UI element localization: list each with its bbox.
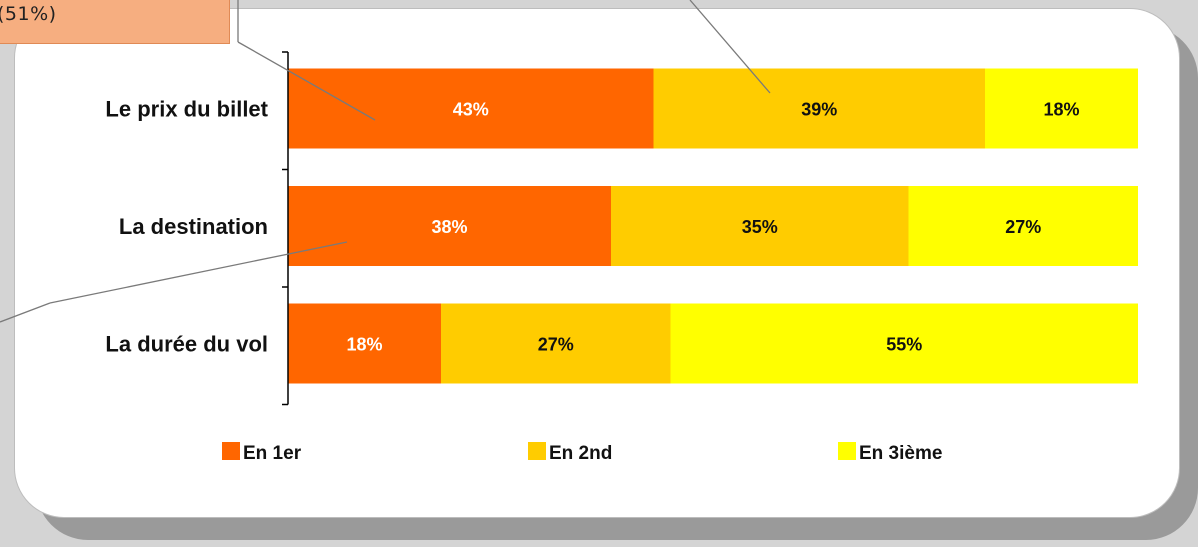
legend-swatch	[222, 442, 240, 460]
data-label: 38%	[431, 217, 467, 237]
category-label: Le prix du billet	[105, 97, 268, 122]
legend-label: En 2nd	[549, 443, 612, 464]
bar-segment	[653, 68, 985, 149]
legend-swatch	[528, 442, 546, 460]
callout-leader-line	[0, 302, 51, 323]
callout-leader-line	[49, 241, 348, 304]
data-label: 35%	[742, 217, 778, 237]
callout-leader-line	[689, 0, 771, 94]
category-label: La destination	[119, 214, 268, 239]
bar-segment	[288, 68, 654, 149]
legend-swatch	[838, 442, 856, 460]
data-label: 27%	[538, 335, 574, 355]
data-label: 43%	[453, 100, 489, 120]
bar-segment	[288, 303, 441, 384]
data-label: 39%	[801, 100, 837, 120]
bar-segment	[670, 303, 1138, 384]
data-label: 18%	[1043, 100, 1079, 120]
data-label: 27%	[1005, 217, 1041, 237]
callout-leader-line	[237, 41, 376, 121]
category-label: La durée du vol	[105, 332, 268, 357]
legend-label: En 1er	[243, 443, 302, 464]
data-label: 55%	[886, 335, 922, 355]
bar-segment	[441, 303, 671, 384]
legend-label: En 3ième	[859, 443, 942, 464]
data-label: 18%	[346, 335, 382, 355]
callout-box: (51%)	[0, 0, 230, 44]
bar-segment	[908, 186, 1138, 266]
bar-segment	[985, 68, 1138, 149]
bar-segment	[611, 186, 909, 266]
bar-segment	[288, 186, 611, 266]
callout-text: (51%)	[0, 3, 57, 25]
